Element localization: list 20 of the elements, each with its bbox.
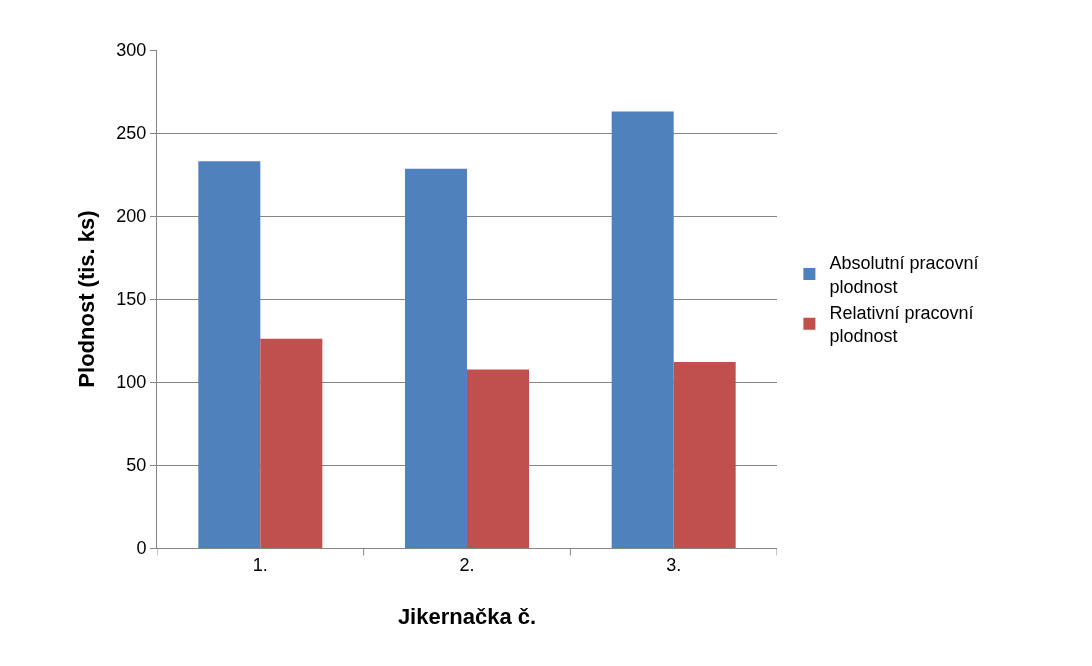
bar (673, 362, 736, 548)
y-tick-label: 300 (116, 40, 147, 61)
y-tick-label: 100 (116, 372, 147, 393)
y-tick-label: 0 (136, 538, 147, 559)
y-tick-label: 50 (126, 455, 147, 476)
bar (198, 161, 261, 548)
x-tick-label: 2. (459, 554, 475, 575)
bar (405, 168, 467, 548)
x-tick-label: 3. (666, 554, 682, 575)
legend-label: Relativní pracovní plodnost (829, 303, 974, 347)
bar (611, 111, 674, 548)
bar (260, 338, 323, 548)
y-tick-label: 200 (116, 206, 147, 227)
y-axis-title: Plodnost (tis. ks) (74, 210, 100, 388)
y-tick-label: 150 (116, 289, 147, 310)
bar (467, 369, 529, 548)
legend-label: Absolutní pracovní plodnost (829, 253, 979, 297)
x-tick-label: 1. (252, 554, 268, 575)
y-tick-label: 250 (116, 123, 147, 144)
x-axis-title: Jikernačka č. (397, 604, 537, 630)
